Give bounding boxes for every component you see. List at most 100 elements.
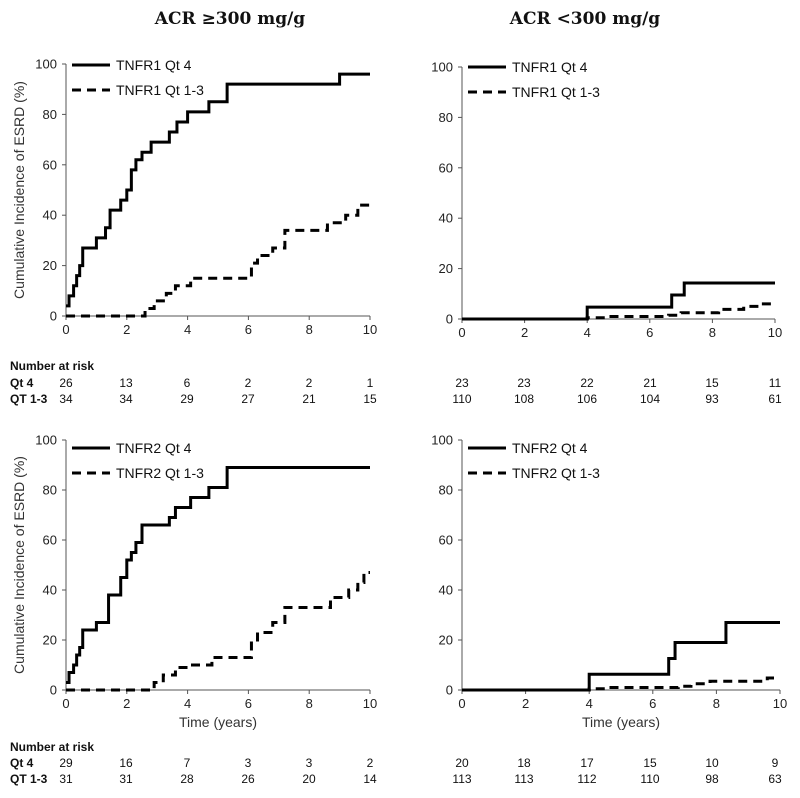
- risk-count: 23: [517, 376, 531, 390]
- risk-row-label: QT 1-3: [10, 772, 48, 786]
- x-tick-label: 0: [62, 322, 69, 337]
- risk-count: 31: [59, 772, 73, 786]
- risk-table-header: Number at risk: [10, 359, 94, 373]
- risk-count: 6: [184, 376, 191, 390]
- x-tick-label: 6: [245, 696, 252, 711]
- risk-count: 27: [241, 392, 255, 406]
- column-title-acr-low: ACR <300 mg/g: [509, 9, 660, 29]
- y-tick-label: 100: [35, 433, 57, 448]
- risk-count: 9: [772, 756, 779, 770]
- legend-label: TNFR2 Qt 4: [512, 440, 588, 456]
- risk-count: 21: [643, 376, 657, 390]
- risk-count: 17: [580, 756, 594, 770]
- x-tick-label: 0: [458, 325, 465, 340]
- y-tick-label: 20: [439, 261, 453, 276]
- legend-label: TNFR2 Qt 1-3: [512, 465, 600, 481]
- x-tick-label: 0: [458, 696, 465, 711]
- x-tick-label: 8: [713, 696, 720, 711]
- y-tick-label: 40: [43, 208, 57, 223]
- x-tick-label: 4: [584, 325, 591, 340]
- risk-count: 93: [705, 392, 719, 406]
- y-axis-label: Cumulative Incidence of ESRD (%): [11, 456, 27, 674]
- legend-label: TNFR2 Qt 1-3: [116, 465, 204, 481]
- risk-count: 20: [302, 772, 316, 786]
- x-tick-label: 6: [646, 325, 653, 340]
- x-tick-label: 0: [62, 696, 69, 711]
- risk-count: 113: [452, 772, 471, 786]
- x-tick-label: 6: [245, 322, 252, 337]
- y-tick-label: 80: [439, 110, 453, 125]
- series-line-qt4: [462, 281, 775, 321]
- y-tick-label: 80: [439, 483, 453, 498]
- series-line-qt1-3: [66, 202, 372, 318]
- risk-count: 26: [241, 772, 255, 786]
- x-tick-label: 4: [586, 696, 593, 711]
- series-line-qt4: [462, 621, 780, 692]
- column-title-acr-high: ACR ≥300 mg/g: [154, 9, 305, 29]
- x-tick-label: 2: [123, 696, 130, 711]
- x-tick-label: 2: [123, 322, 130, 337]
- x-tick-label: 8: [709, 325, 716, 340]
- x-tick-label: 10: [768, 325, 782, 340]
- x-tick-label: 8: [306, 322, 313, 337]
- risk-count: 23: [455, 376, 469, 390]
- risk-count: 110: [640, 772, 659, 786]
- risk-count: 2: [367, 756, 374, 770]
- legend-label: TNFR1 Qt 4: [116, 57, 192, 73]
- risk-count: 61: [768, 392, 782, 406]
- risk-count: 29: [59, 756, 73, 770]
- risk-count: 10: [705, 756, 719, 770]
- x-tick-label: 4: [184, 322, 191, 337]
- risk-count: 18: [517, 756, 531, 770]
- series-line-qt1-3: [462, 302, 775, 321]
- y-tick-label: 60: [439, 533, 453, 548]
- y-tick-label: 20: [439, 633, 453, 648]
- y-tick-label: 40: [439, 211, 453, 226]
- risk-row-label: Qt 4: [10, 756, 34, 770]
- legend-label: TNFR1 Qt 1-3: [116, 82, 204, 98]
- y-tick-label: 0: [50, 683, 57, 698]
- risk-count: 2: [306, 376, 313, 390]
- y-tick-label: 100: [431, 433, 453, 448]
- risk-count: 28: [180, 772, 194, 786]
- risk-count: 98: [705, 772, 719, 786]
- x-axis-label: Time (years): [582, 714, 660, 730]
- y-tick-label: 40: [439, 583, 453, 598]
- x-axis-label: Time (years): [179, 714, 257, 730]
- series-line-qt4: [66, 466, 370, 684]
- risk-count: 34: [59, 392, 73, 406]
- series-line-qt1-3: [66, 571, 370, 692]
- risk-count: 3: [306, 756, 313, 770]
- y-tick-label: 0: [50, 309, 57, 324]
- risk-count: 112: [577, 772, 596, 786]
- risk-count: 7: [184, 756, 191, 770]
- risk-count: 29: [180, 392, 194, 406]
- x-tick-label: 10: [363, 696, 377, 711]
- risk-count: 13: [119, 376, 133, 390]
- risk-row-label: Qt 4: [10, 376, 34, 390]
- legend-label: TNFR1 Qt 1-3: [512, 84, 600, 100]
- risk-table-header: Number at risk: [10, 740, 94, 754]
- risk-count: 1: [367, 376, 374, 390]
- risk-count: 14: [363, 772, 377, 786]
- risk-count: 15: [363, 392, 377, 406]
- risk-count: 110: [452, 392, 471, 406]
- y-tick-label: 100: [35, 57, 57, 72]
- series-line-qt4: [66, 72, 370, 308]
- y-tick-label: 60: [439, 160, 453, 175]
- risk-count: 104: [640, 392, 660, 406]
- risk-count: 106: [577, 392, 597, 406]
- risk-count: 113: [514, 772, 533, 786]
- risk-count: 15: [705, 376, 719, 390]
- y-tick-label: 100: [431, 60, 453, 75]
- y-axis-label: Cumulative Incidence of ESRD (%): [11, 81, 27, 299]
- risk-count: 2: [245, 376, 252, 390]
